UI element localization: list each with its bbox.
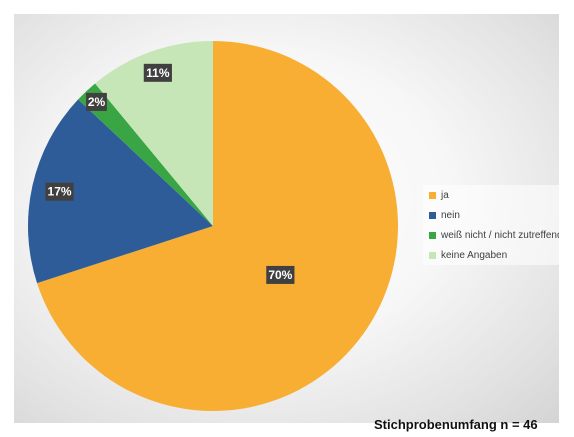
legend-swatch-ja <box>429 191 436 199</box>
legend-item-ja: ja <box>423 185 559 205</box>
pie-label-weiss-nicht: 2% <box>86 92 107 111</box>
legend-item-nein: nein <box>423 205 559 225</box>
legend-label-keine-angaben: keine Angaben <box>441 249 508 261</box>
sample-size-note: Stichprobenumfang n = 46 <box>374 417 538 432</box>
pie-label-keine-angaben: 11% <box>143 63 172 82</box>
svg-text:17%: 17% <box>48 185 72 199</box>
pie-slice-weiss-nicht <box>78 83 213 226</box>
legend-swatch-keine-angaben <box>429 251 436 259</box>
pie-label-ja: 70% <box>266 265 295 284</box>
legend-item-keine-angaben: keine Angaben <box>423 245 559 265</box>
svg-text:2%: 2% <box>88 95 106 109</box>
legend-item-weiss-nicht: weiß nicht / nicht zutreffend <box>423 225 559 245</box>
legend-swatch-weiss-nicht <box>429 231 436 239</box>
svg-text:70%: 70% <box>268 268 292 282</box>
legend: ja nein weiß nicht / nicht zutreffend ke… <box>423 185 559 265</box>
legend-label-ja: ja <box>441 189 449 201</box>
legend-swatch-nein <box>429 211 436 219</box>
legend-label-nein: nein <box>441 209 460 221</box>
pie-slice-keine-angaben <box>95 41 213 226</box>
chart-area: 70% 17% 2% 11% ja nein weiß nicht / nicht z… <box>14 14 559 423</box>
pie-slice-nein <box>27 99 213 284</box>
pie-chart: 70% 17% 2% 11% <box>27 41 399 411</box>
svg-text:11%: 11% <box>146 66 170 80</box>
legend-label-weiss-nicht: weiß nicht / nicht zutreffend <box>441 229 559 241</box>
pie-slice-ja <box>37 41 399 411</box>
pie-label-nein: 17% <box>45 182 74 201</box>
